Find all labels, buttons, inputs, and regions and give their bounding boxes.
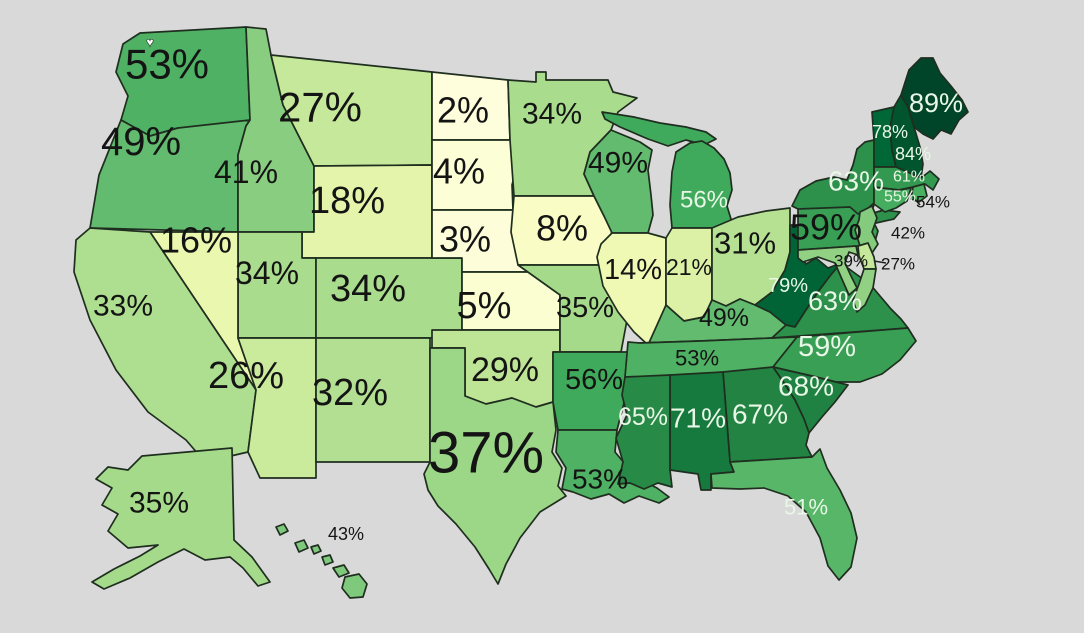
state-label-california: 33%	[93, 290, 153, 323]
state-label-nebraska: 3%	[439, 219, 491, 260]
state-label-texas: 37%	[428, 421, 544, 486]
state-label-maryland: 39%	[834, 252, 868, 271]
state-label-ohio: 31%	[714, 226, 776, 261]
state-label-oklahoma: 29%	[471, 351, 539, 389]
state-label-kentucky: 49%	[699, 304, 749, 332]
state-label-rhode-island: 54%	[916, 193, 950, 212]
state-label-massachusetts: 61%	[893, 169, 925, 186]
state-label-iowa: 8%	[536, 208, 588, 249]
state-new-york	[791, 139, 875, 215]
state-label-wisconsin: 49%	[588, 147, 648, 180]
state-hawaii-molokai	[321, 554, 334, 566]
state-label-wyoming: 18%	[309, 180, 385, 222]
state-label-delaware: 27%	[881, 255, 915, 274]
state-label-tennessee: 53%	[675, 346, 719, 371]
state-label-new-mexico: 32%	[312, 372, 388, 414]
state-hawaii-oahu	[310, 544, 322, 555]
rhode-island-label-pointer-line	[912, 196, 921, 206]
puget-sound-heart-icon: ♥	[146, 35, 154, 50]
state-label-new-york: 63%	[828, 166, 884, 197]
state-label-florida: 51%	[784, 495, 828, 520]
state-label-virginia: 63%	[808, 286, 862, 316]
state-label-new-jersey: 42%	[891, 224, 925, 243]
state-label-north-carolina: 59%	[798, 331, 856, 363]
state-maine	[900, 57, 969, 140]
state-label-colorado: 34%	[330, 268, 406, 310]
state-label-mississippi: 65%	[618, 403, 668, 431]
state-label-south-carolina: 68%	[778, 371, 834, 402]
state-label-pennsylvania: 59%	[790, 207, 862, 248]
state-new-jersey	[854, 205, 879, 257]
state-hawaii-kauai	[294, 539, 309, 553]
state-label-oregon: 49%	[101, 120, 181, 164]
state-california	[73, 227, 257, 463]
state-rhode-island	[910, 183, 928, 203]
state-maryland	[797, 245, 859, 296]
state-michigan	[669, 140, 733, 229]
state-label-indiana: 21%	[666, 254, 712, 280]
state-label-alabama: 71%	[670, 403, 726, 434]
state-label-vermont: 78%	[872, 122, 908, 142]
state-maryland-eastern-shore	[852, 268, 877, 313]
state-illinois	[596, 232, 667, 346]
state-label-kansas: 5%	[457, 285, 512, 327]
state-label-arkansas: 56%	[565, 364, 623, 396]
state-label-illinois: 14%	[604, 254, 662, 286]
state-florida	[710, 448, 858, 581]
state-label-montana: 27%	[278, 84, 362, 131]
state-label-maine: 89%	[909, 88, 963, 118]
state-hawaii-big-island	[341, 573, 368, 599]
state-label-connecticut: 55%	[884, 189, 916, 206]
state-shapes	[73, 26, 969, 599]
state-label-utah: 34%	[235, 255, 299, 291]
state-hawaii-maui	[332, 564, 350, 578]
state-label-louisiana: 53%	[572, 464, 628, 495]
state-alaska	[91, 447, 271, 590]
state-hawaii-niihau	[275, 523, 289, 536]
state-label-michigan: 56%	[680, 187, 728, 214]
state-label-alaska: 35%	[129, 487, 189, 520]
state-label-missouri: 35%	[556, 292, 614, 324]
state-label-nevada: 16%	[160, 220, 232, 261]
state-label-north-dakota: 2%	[437, 90, 489, 131]
state-value-labels: 53% 49% 33% 16% 41% 27% 18% 34% 34% 26% …	[93, 41, 963, 545]
state-label-south-dakota: 4%	[433, 151, 485, 192]
state-label-west-virginia: 79%	[768, 275, 808, 297]
state-label-washington: 53%	[125, 41, 209, 88]
state-mississippi	[615, 374, 673, 490]
state-label-idaho: 41%	[214, 154, 278, 190]
state-label-new-hampshire: 84%	[895, 144, 931, 164]
state-label-arizona: 26%	[208, 355, 284, 397]
delaware-label-pointer-line	[873, 260, 887, 264]
state-label-georgia: 67%	[732, 399, 788, 430]
state-label-hawaii: 43%	[328, 524, 364, 544]
state-texas	[423, 347, 567, 585]
state-label-minnesota: 34%	[522, 98, 582, 131]
state-connecticut	[873, 186, 912, 213]
state-virginia	[771, 262, 909, 339]
